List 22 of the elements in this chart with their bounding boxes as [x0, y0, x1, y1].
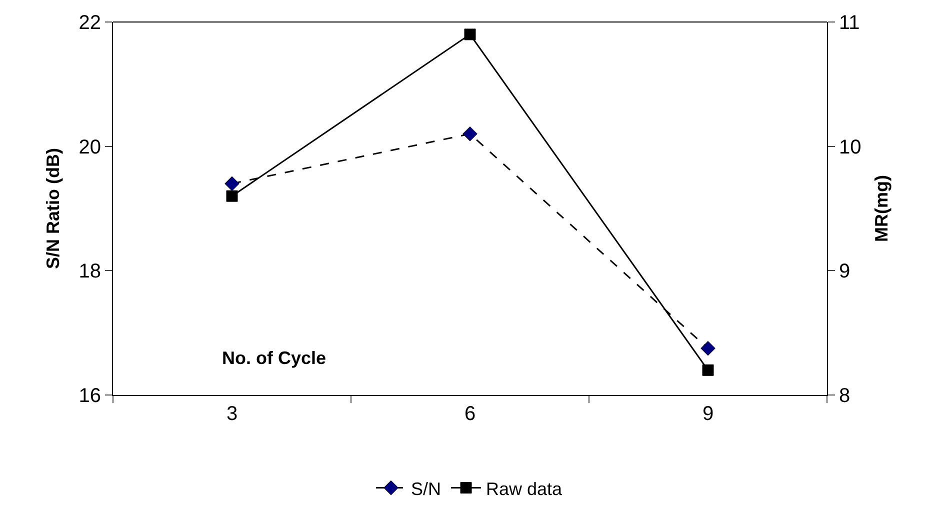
y-tick-label: 16	[78, 385, 101, 407]
y-axis-title: S/N Ratio (dB)	[42, 148, 63, 269]
x-axis-title: No. of Cycle	[222, 348, 326, 368]
y2-axis-title: MR(mg)	[871, 175, 892, 242]
point	[700, 340, 716, 356]
y-tick-label: 20	[78, 136, 101, 158]
x-tick-label: 6	[464, 403, 476, 425]
x-tick-label: 3	[226, 403, 238, 425]
legend-label: S/N	[411, 478, 442, 499]
y2-tick-label: 8	[839, 385, 850, 407]
y2-tick-label: 10	[839, 136, 862, 158]
y-tick-label: 18	[78, 260, 101, 283]
legend-label: Raw data	[486, 478, 564, 499]
point	[462, 126, 478, 142]
point	[226, 190, 238, 202]
point	[224, 176, 240, 192]
y2-tick-label: 11	[839, 12, 860, 34]
x-tick-label: 9	[702, 403, 714, 425]
point	[464, 28, 476, 40]
point	[702, 364, 714, 376]
y2-tick-label: 9	[839, 260, 850, 283]
y-tick-label: 22	[78, 12, 101, 34]
